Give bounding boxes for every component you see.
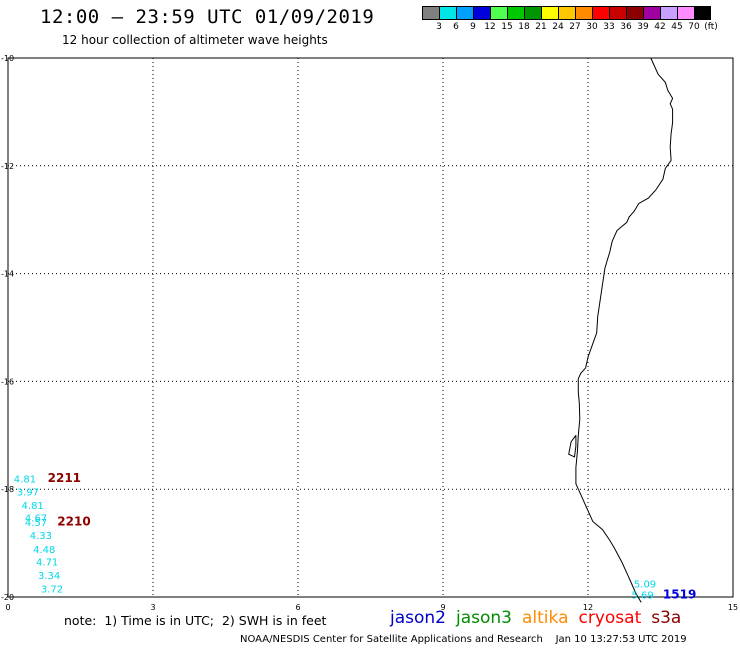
legend-label: 24 bbox=[552, 22, 564, 32]
legend-swatch bbox=[626, 6, 643, 20]
y-tick-label: -12 bbox=[1, 162, 14, 171]
pass-time-label: 2211 bbox=[48, 471, 81, 485]
wave-height-label: 4.81 bbox=[14, 475, 36, 486]
pass-time-label: 2210 bbox=[57, 514, 90, 528]
wave-height-label: 3.97 bbox=[17, 488, 39, 499]
y-tick-label: -14 bbox=[1, 270, 14, 279]
y-tick-label: -16 bbox=[1, 377, 14, 386]
legend-label: 42 bbox=[654, 22, 666, 32]
x-tick-label: 12 bbox=[583, 603, 593, 612]
legend-label: 18 bbox=[518, 22, 530, 32]
legend-label: 33 bbox=[603, 22, 615, 32]
x-tick-label: 9 bbox=[440, 603, 445, 612]
legend-swatch bbox=[558, 6, 575, 20]
legend-swatch bbox=[473, 6, 490, 20]
map-frame bbox=[7, 57, 734, 598]
y-tick-label: -20 bbox=[1, 593, 14, 602]
legend-label: 45 bbox=[671, 22, 683, 32]
x-tick-label: 3 bbox=[150, 603, 155, 612]
legend-swatch bbox=[660, 6, 677, 20]
legend-swatch bbox=[592, 6, 609, 20]
wave-height-label: 4.67 bbox=[25, 514, 47, 525]
legend-swatch bbox=[677, 6, 694, 20]
wave-height-label: 5.09 bbox=[634, 579, 656, 590]
legend-swatches bbox=[422, 6, 711, 20]
satellite-label-jason3: jason3 bbox=[456, 608, 512, 628]
x-tick-label: 6 bbox=[295, 603, 300, 612]
wave-height-label: 4.57 bbox=[25, 518, 47, 529]
wave-height-label: 5.69 bbox=[632, 591, 654, 602]
legend-swatch bbox=[643, 6, 660, 20]
satellite-label-altika: altika bbox=[522, 608, 569, 628]
legend-swatch bbox=[507, 6, 524, 20]
coastline bbox=[575, 57, 674, 603]
legend-swatch bbox=[609, 6, 626, 20]
legend-swatch bbox=[439, 6, 456, 20]
legend-swatch bbox=[490, 6, 507, 20]
wave-height-label: 4.48 bbox=[33, 545, 55, 556]
legend-label: 15 bbox=[501, 22, 513, 32]
legend-label: 3 bbox=[436, 22, 442, 32]
wave-height-label: 3.72 bbox=[41, 585, 63, 596]
legend-label: 39 bbox=[637, 22, 649, 32]
satellite-legend: jason2 jason3 altika cryosat s3a bbox=[390, 608, 691, 628]
y-tick-label: -10 bbox=[1, 54, 14, 63]
legend-label: 27 bbox=[569, 22, 581, 32]
wave-height-label: 4.81 bbox=[22, 501, 44, 512]
legend-swatch bbox=[524, 6, 541, 20]
legend-label: 21 bbox=[535, 22, 547, 32]
page-subtitle: 12 hour collection of altimeter wave hei… bbox=[62, 33, 328, 47]
legend-label: 9 bbox=[470, 22, 476, 32]
footer-note: note: 1) Time is in UTC; 2) SWH is in fe… bbox=[64, 613, 327, 628]
legend-label: 6 bbox=[453, 22, 459, 32]
wave-height-label: 4.71 bbox=[36, 558, 58, 569]
legend-label: 12 bbox=[484, 22, 496, 32]
y-tick-label: -18 bbox=[1, 485, 14, 494]
satellite-label-cryosat: cryosat bbox=[578, 608, 642, 628]
credit-line: NOAA/NESDIS Center for Satellite Applica… bbox=[240, 634, 687, 645]
legend-swatch bbox=[694, 6, 711, 20]
wave-height-label: 4.33 bbox=[30, 531, 52, 542]
legend-swatch bbox=[422, 6, 439, 20]
legend-swatch bbox=[541, 6, 558, 20]
legend-label: 30 bbox=[586, 22, 598, 32]
wave-height-label: 3.34 bbox=[38, 571, 60, 582]
page-title: 12:00 – 23:59 UTC 01/09/2019 bbox=[40, 6, 375, 28]
x-tick-label: 0 bbox=[5, 603, 10, 612]
satellite-label-s3a: s3a bbox=[651, 608, 682, 628]
legend-swatch bbox=[456, 6, 473, 20]
legend-swatch bbox=[575, 6, 592, 20]
satellite-label-jason2: jason2 bbox=[390, 608, 446, 628]
pass-time-label: 1519 bbox=[663, 588, 696, 602]
legend-label: (ft) bbox=[704, 22, 718, 32]
x-tick-label: 15 bbox=[728, 603, 738, 612]
legend-label: 36 bbox=[620, 22, 632, 32]
legend-label: 70 bbox=[688, 22, 700, 32]
coast-inlet bbox=[568, 435, 577, 458]
